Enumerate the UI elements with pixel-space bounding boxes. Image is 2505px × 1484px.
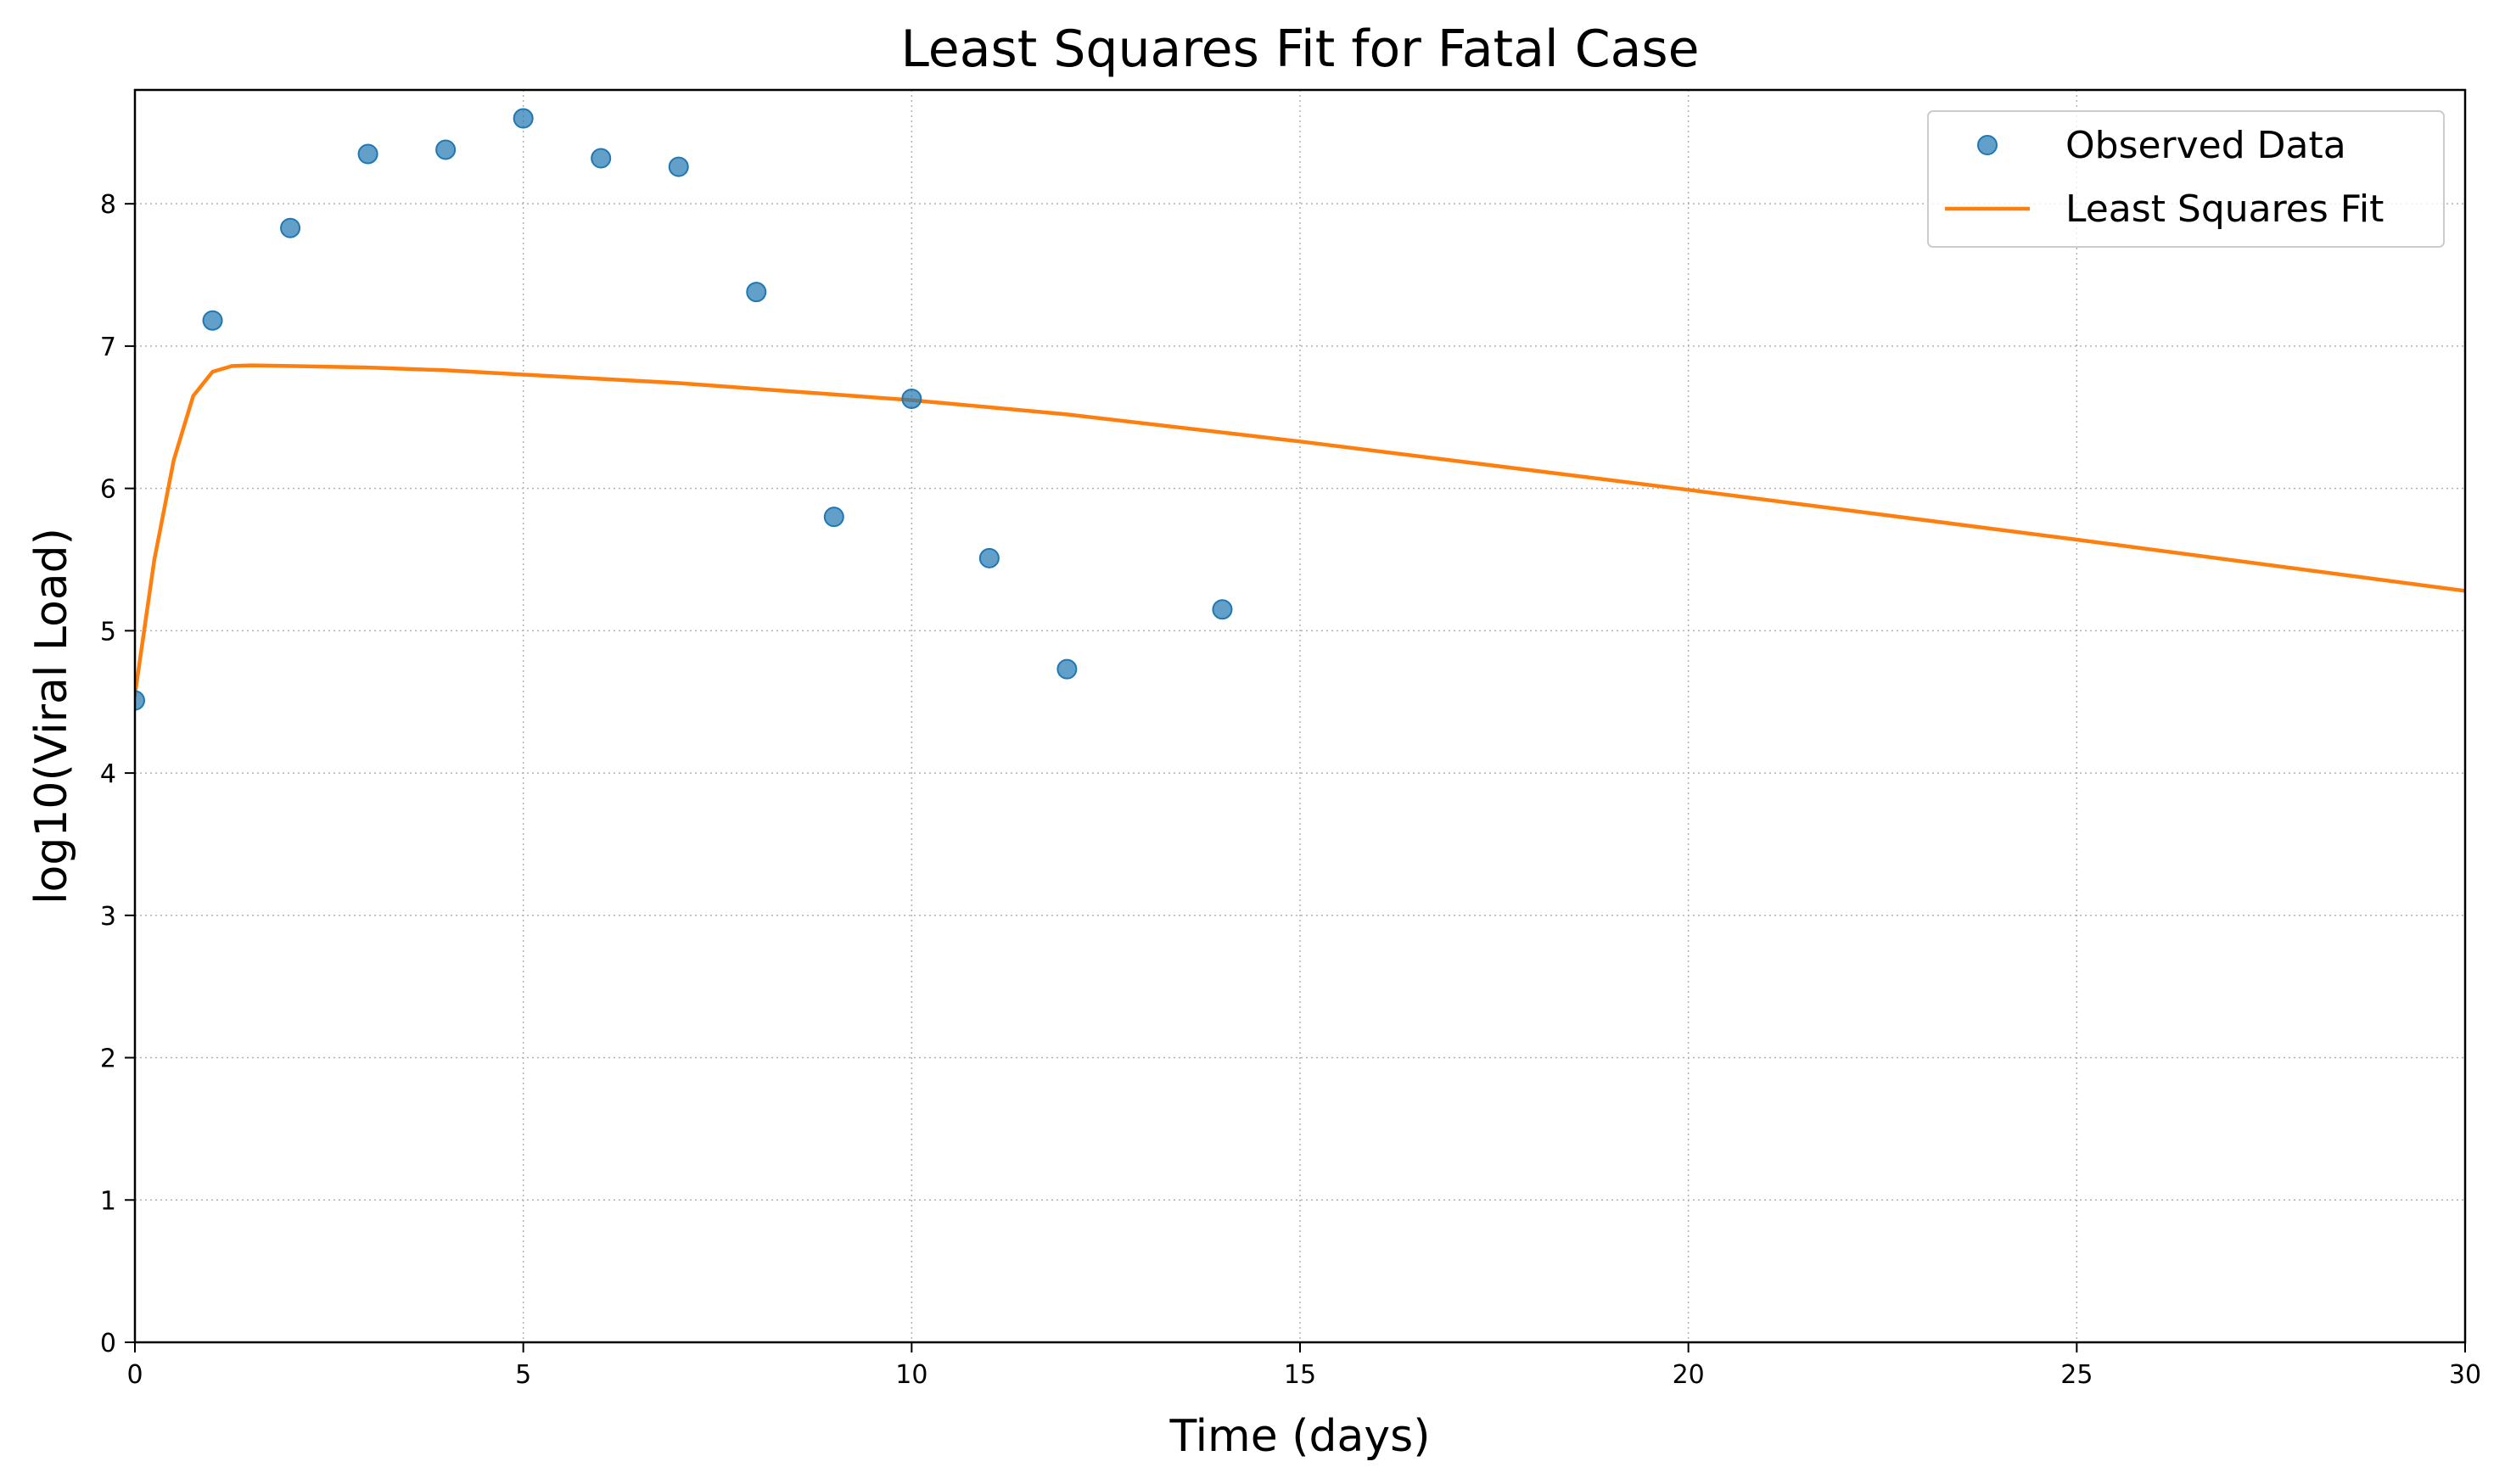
data-point: [668, 156, 689, 177]
legend-label-observed: Observed Data: [2065, 124, 2346, 167]
x-tick-label: 30: [2449, 1360, 2481, 1390]
y-tick-label: 0: [100, 1329, 116, 1358]
data-point: [513, 108, 534, 129]
data-point: [746, 282, 767, 303]
data-point: [901, 388, 922, 409]
legend-box: [1927, 110, 2445, 248]
x-tick-label: 20: [1673, 1360, 1705, 1390]
legend-label-fit: Least Squares Fit: [2065, 188, 2384, 231]
data-point: [1212, 599, 1233, 620]
legend: Observed Data Least Squares Fit: [1927, 110, 2445, 248]
data-point: [435, 139, 457, 160]
legend-marker-observed: [1977, 135, 1998, 155]
y-tick-label: 1: [100, 1186, 116, 1216]
y-tick-label: 8: [100, 190, 116, 220]
y-tick-label: 5: [100, 617, 116, 647]
data-point: [591, 148, 612, 169]
series-layer: [135, 108, 2465, 711]
data-point: [135, 690, 145, 711]
data-point: [1056, 658, 1078, 680]
data-point: [357, 143, 378, 165]
x-axis-title: Time (days): [1168, 1411, 1430, 1462]
data-point: [202, 310, 223, 331]
x-tick-label: 15: [1284, 1360, 1316, 1390]
fit-line: [135, 363, 2465, 697]
y-tick-label: 2: [100, 1044, 116, 1074]
x-tick-label: 5: [515, 1360, 531, 1390]
y-tick-label: 7: [100, 333, 116, 362]
x-tick-label: 0: [126, 1360, 143, 1390]
x-tick-label: 25: [2060, 1360, 2093, 1390]
data-point: [280, 217, 301, 238]
x-tick-label: 10: [895, 1360, 927, 1390]
y-tick-label: 6: [100, 475, 116, 505]
data-point: [823, 507, 844, 528]
chart-title: Least Squares Fit for Fatal Case: [900, 20, 1699, 79]
axes-ticks: 0 5 10 15 20 25 30 0 1 2 3 4 5 6 7 8: [100, 190, 2481, 1390]
y-tick-label: 4: [100, 759, 116, 789]
y-axis-title: log10(Viral Load): [26, 528, 77, 904]
y-tick-label: 3: [100, 902, 116, 932]
data-point: [978, 547, 1000, 568]
